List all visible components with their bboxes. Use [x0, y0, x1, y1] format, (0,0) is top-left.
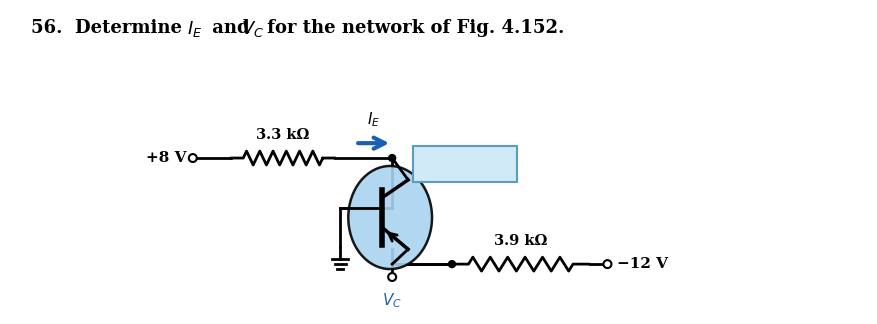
Text: for the network of Fig. 4.152.: for the network of Fig. 4.152.	[260, 19, 564, 37]
Text: $V_C$: $V_C$	[240, 19, 264, 39]
Text: $V_C$: $V_C$	[382, 291, 402, 310]
Text: 3.9 kΩ: 3.9 kΩ	[494, 234, 547, 248]
Circle shape	[389, 273, 396, 281]
Text: +8 V: +8 V	[146, 151, 187, 165]
Text: 56.  Determine: 56. Determine	[32, 19, 189, 37]
Text: and: and	[206, 19, 255, 37]
Text: β = 110: β = 110	[430, 156, 501, 172]
FancyBboxPatch shape	[413, 146, 517, 182]
Ellipse shape	[348, 166, 432, 269]
Text: 3.3 kΩ: 3.3 kΩ	[256, 128, 310, 142]
Circle shape	[603, 260, 611, 268]
Circle shape	[189, 154, 196, 162]
Circle shape	[389, 155, 396, 161]
Text: −12 V: −12 V	[617, 257, 668, 271]
Text: $I_E$: $I_E$	[367, 110, 381, 129]
Circle shape	[448, 260, 455, 268]
Text: $I_E$: $I_E$	[187, 19, 202, 39]
